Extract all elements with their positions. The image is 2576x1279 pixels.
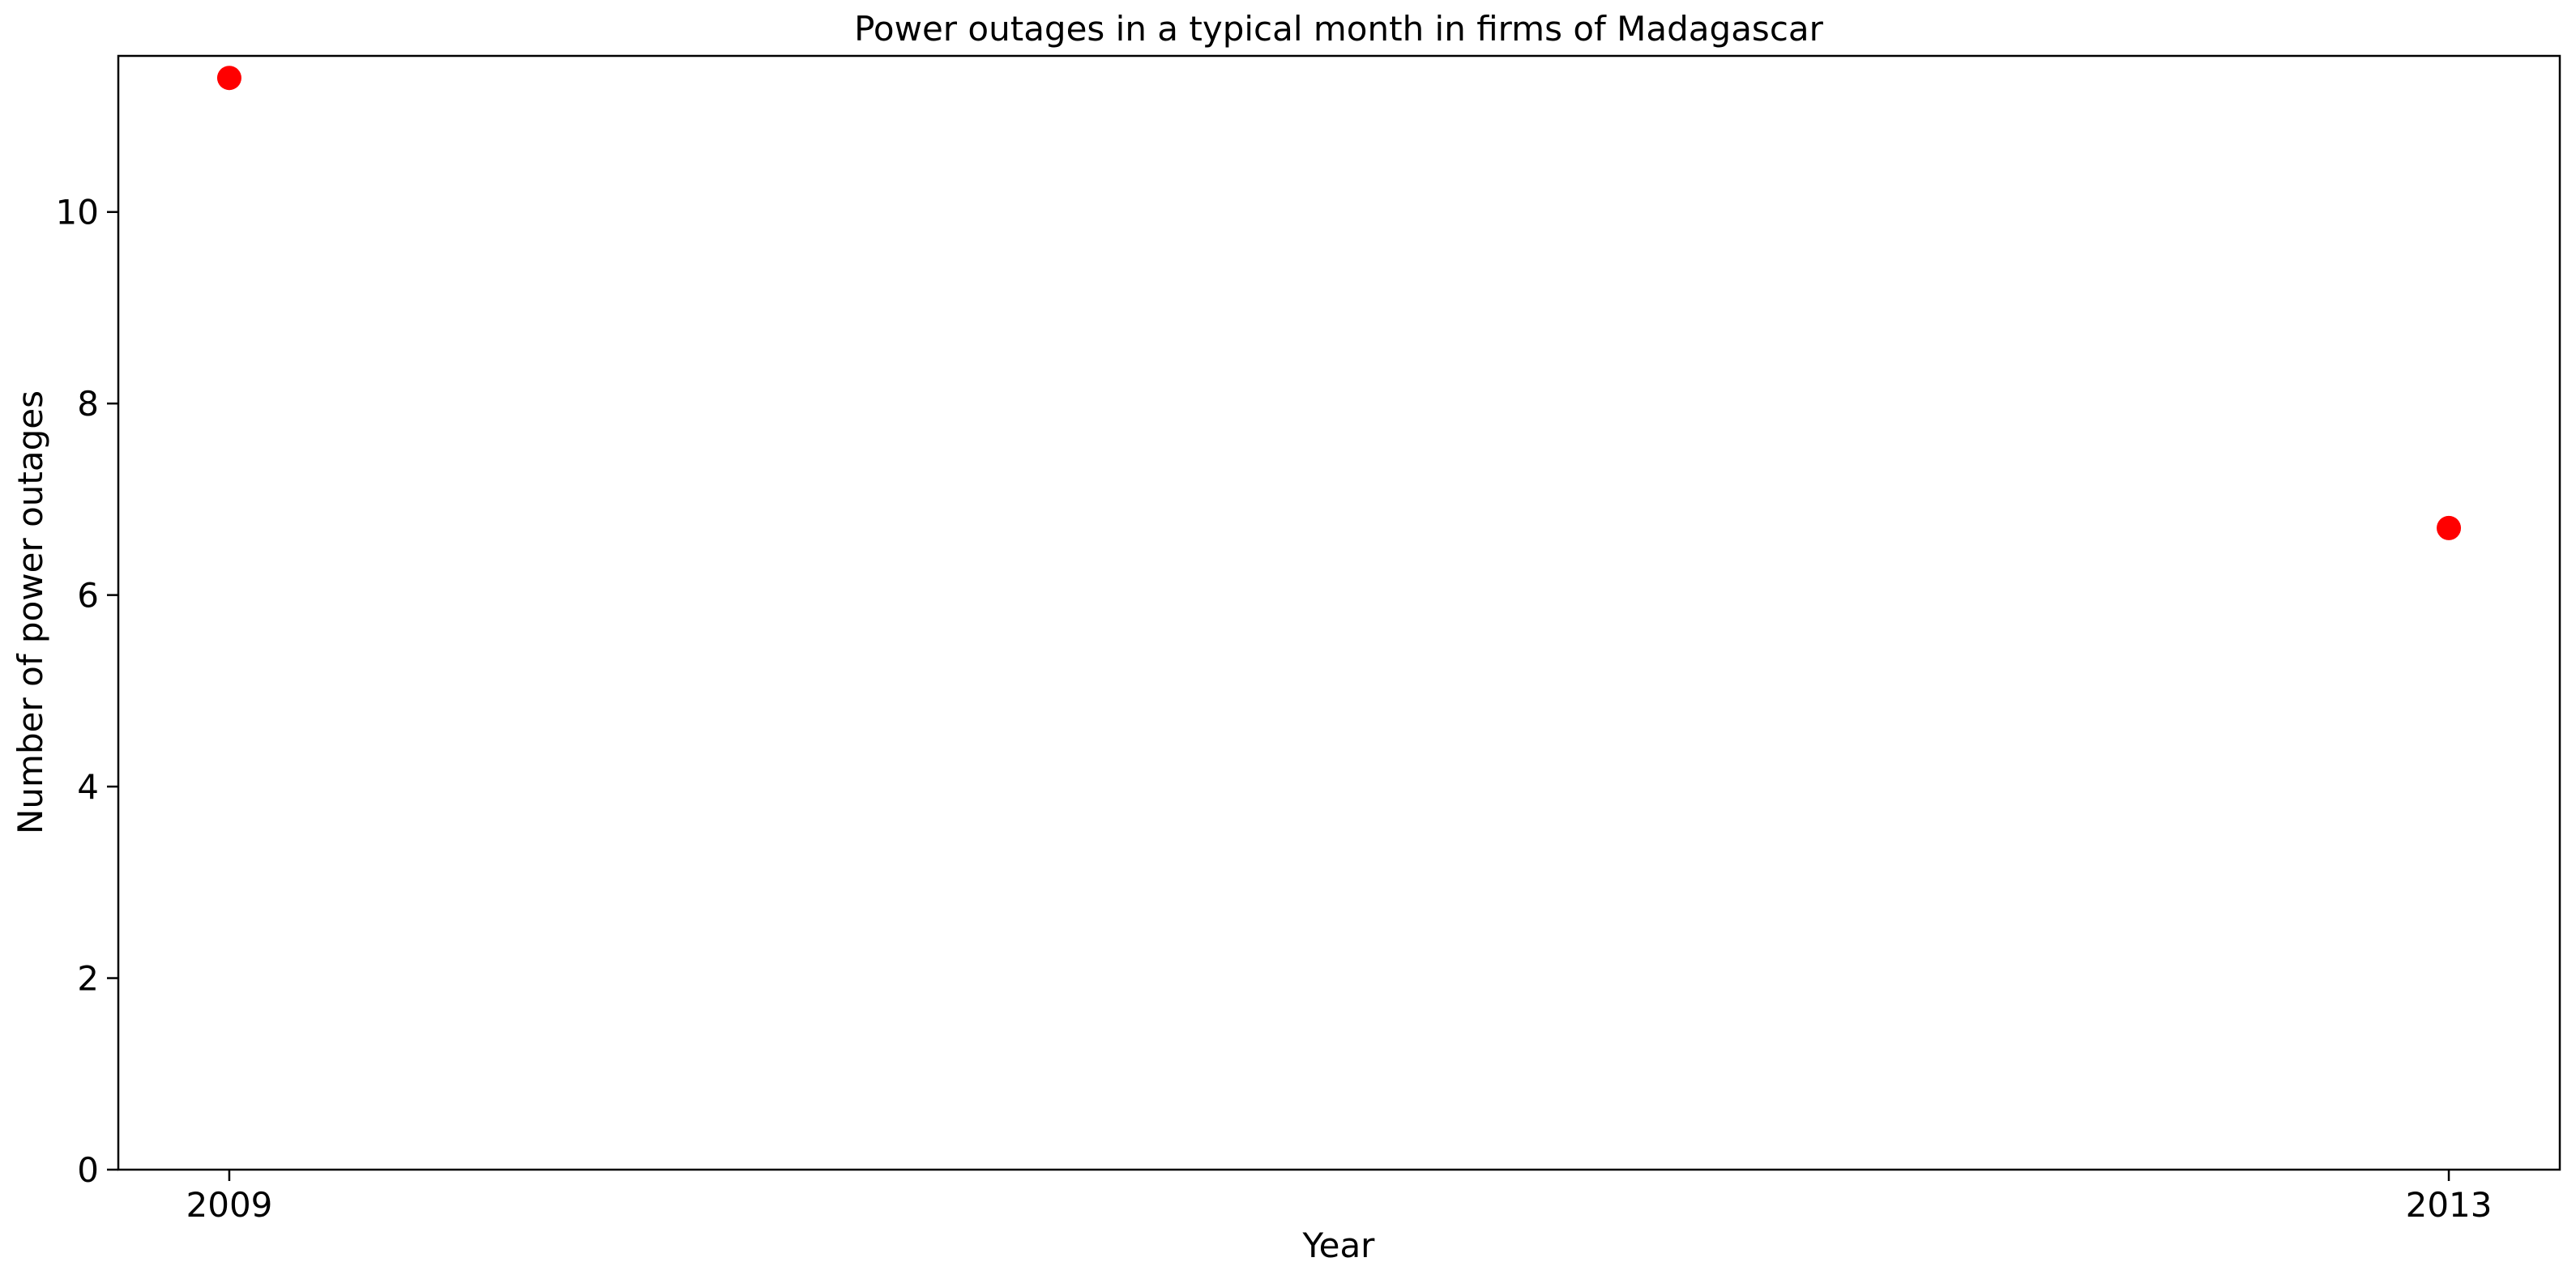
x-tick-label: 2009 <box>186 1185 273 1225</box>
chart-title: Power outages in a typical month in firm… <box>854 9 1824 49</box>
data-point <box>2437 515 2462 540</box>
y-tick-label: 8 <box>77 384 99 424</box>
plot-area <box>117 54 2561 1171</box>
y-tick-label: 4 <box>77 767 99 807</box>
x-axis-ticks: 2009 2013 <box>186 1170 2493 1225</box>
y-tick-label: 6 <box>77 576 99 616</box>
plot-frame <box>117 54 2561 1171</box>
x-axis-label: Year <box>1302 1226 1376 1265</box>
data-point <box>216 66 241 91</box>
y-axis-label: Number of power outages <box>11 390 50 834</box>
y-tick-label: 10 <box>56 193 99 232</box>
data-points <box>216 66 2462 540</box>
y-tick-label: 2 <box>77 959 99 999</box>
y-axis-ticks: 0 2 4 6 8 10 <box>56 193 118 1190</box>
x-tick-label: 2013 <box>2406 1185 2493 1225</box>
y-tick-label: 0 <box>77 1150 99 1190</box>
